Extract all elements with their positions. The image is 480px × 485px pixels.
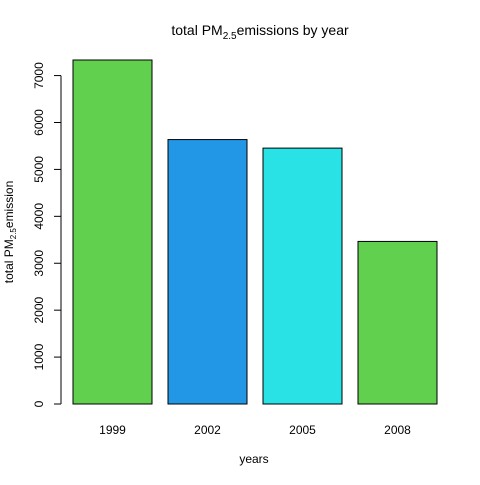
x-tick-label: 2005 — [289, 423, 316, 437]
x-tick-label: 1999 — [99, 423, 126, 437]
chart-title-subscript: 2.5 — [223, 31, 237, 42]
x-tick-label: 2002 — [194, 423, 221, 437]
y-tick-label: 6000 — [32, 109, 46, 136]
bar-2005 — [263, 148, 342, 404]
x-axis-label: years — [239, 452, 268, 466]
y-tick-label: 3000 — [32, 250, 46, 277]
y-axis-label: total PM2.5emission — [2, 181, 18, 284]
y-tick-label: 1000 — [32, 343, 46, 370]
y-tick-label: 4000 — [32, 203, 46, 230]
y-axis-label-suffix: emission — [2, 181, 16, 228]
x-axis-tick-labels: 1999 2002 2005 2008 — [99, 423, 411, 437]
y-tick-label: 7000 — [32, 62, 46, 89]
y-tick-label: 2000 — [32, 296, 46, 323]
chart-title-prefix: total PM — [171, 22, 222, 38]
bars-group — [73, 60, 437, 404]
bar-2008 — [358, 241, 437, 404]
bar-2002 — [168, 140, 247, 404]
chart-title: total PM2.5emissions by year — [171, 22, 349, 42]
y-tick-label: 5000 — [32, 156, 46, 183]
y-axis-label-subscript: 2.5 — [9, 228, 18, 240]
x-tick-label: 2008 — [384, 423, 411, 437]
y-axis-ticks: 0 1000 2000 3000 4000 5000 6000 7000 — [32, 62, 61, 407]
chart-title-suffix: emissions by year — [237, 22, 349, 38]
y-axis-label-prefix: total PM — [2, 239, 16, 283]
y-tick-label: 0 — [32, 400, 46, 407]
bar-1999 — [73, 60, 152, 404]
